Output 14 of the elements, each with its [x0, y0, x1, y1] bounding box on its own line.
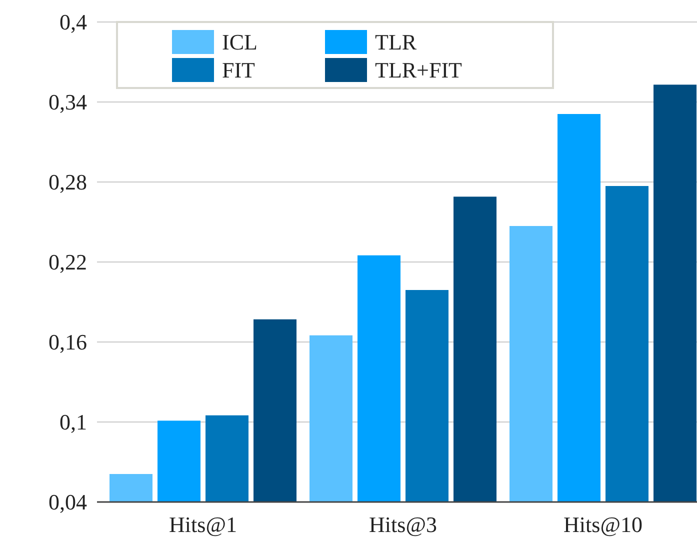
- x-tick-label: Hits@3: [369, 512, 437, 537]
- x-tick-label: Hits@1: [169, 512, 237, 537]
- y-tick-label: 0,34: [48, 90, 87, 115]
- y-tick-label: 0,22: [48, 250, 87, 275]
- y-tick-label: 0,4: [60, 10, 87, 35]
- y-tick-label: 0,1: [60, 410, 87, 435]
- legend-label: TLR+FIT: [375, 58, 463, 83]
- legend-label: TLR: [375, 30, 417, 55]
- x-tick-label: Hits@10: [564, 512, 642, 537]
- y-tick-label: 0,04: [48, 490, 87, 515]
- legend-label: ICL: [222, 30, 258, 55]
- legend-label: FIT: [222, 58, 256, 83]
- y-tick-label: 0,28: [48, 170, 87, 195]
- y-tick-label: 0,16: [48, 330, 87, 355]
